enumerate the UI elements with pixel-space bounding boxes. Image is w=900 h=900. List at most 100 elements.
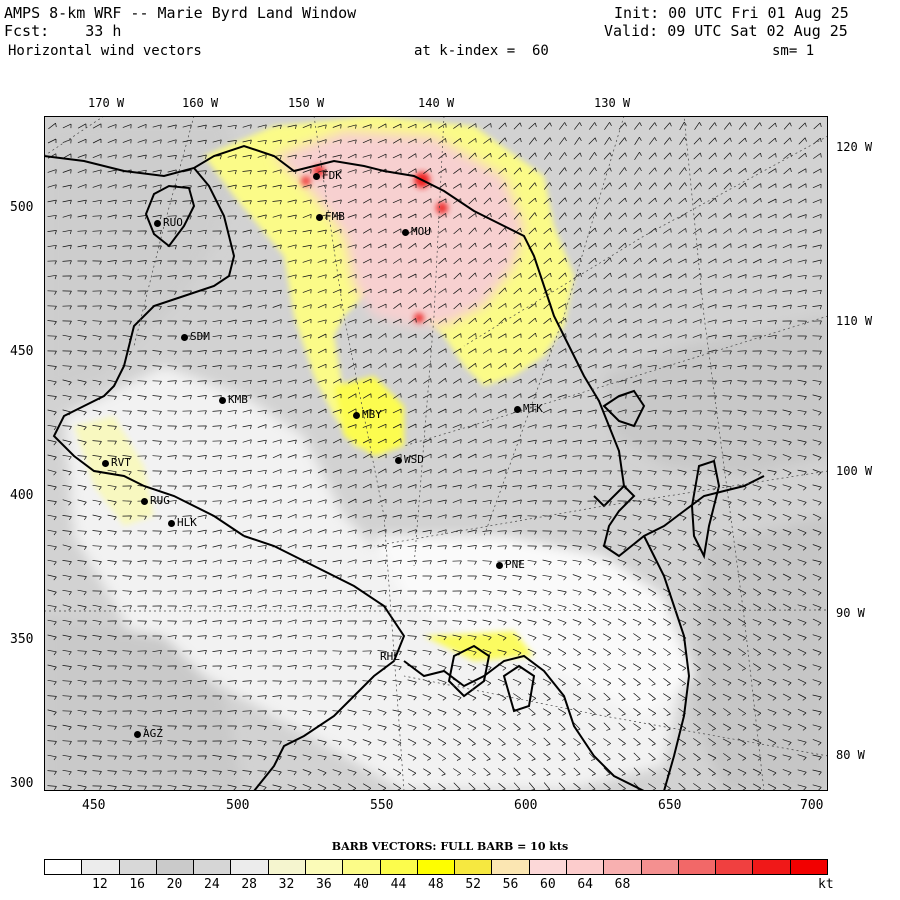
wind-barb [302,154,312,160]
wind-barb [377,303,387,309]
wind-barb [513,722,521,731]
wind-barb [167,410,177,415]
wind-barb [257,275,267,280]
wind-barb [468,272,477,280]
wind-barb [767,498,777,506]
wind-barb [513,273,522,279]
wind-barb [678,738,686,746]
wind-barb [752,228,762,234]
wind-barb [663,122,672,130]
wind-barb [182,560,192,565]
wind-barb [467,590,477,595]
wind-barb [752,499,762,506]
wind-barb [589,167,597,175]
wind-barb [107,740,117,745]
wind-barb [557,379,567,384]
wind-barb [692,319,702,324]
wind-barb [662,544,672,551]
wind-barb [287,513,297,519]
wind-barb [512,619,522,626]
wind-barb [107,710,117,715]
wind-barb [437,273,447,279]
wind-barb [768,137,777,145]
wind-barb [782,380,792,385]
wind-barb [467,378,477,384]
wind-barb [558,242,567,250]
wind-barb [47,274,57,280]
wind-barb [92,545,102,550]
wind-barb [197,485,207,490]
wind-barb [587,574,597,581]
graticule [373,470,828,547]
wind-barb [782,499,792,506]
wind-barb [452,604,462,611]
wind-barb [542,545,552,550]
wind-barb [62,634,72,641]
wind-barb [812,229,822,234]
wind-barb [678,243,687,249]
wind-barb [513,738,521,746]
wind-barb [422,708,432,716]
wind-barb [648,243,657,249]
wind-barb [362,469,372,474]
wind-barb [197,575,207,580]
wind-barb [392,574,402,580]
wind-barb [498,378,507,384]
wind-barb [92,695,102,700]
wind-barb [752,350,762,355]
wind-barb [483,302,492,310]
wind-barb [797,708,807,716]
wind-barb [513,242,522,250]
wind-barb [137,365,147,370]
wind-barb [797,304,807,310]
wind-barb [513,122,522,130]
wind-barb [737,335,747,340]
wind-barb [242,725,252,730]
wind-barb [362,438,372,444]
wind-barb [332,783,342,791]
wind-barb [812,305,822,310]
wind-barb [332,154,342,159]
wind-barb [212,380,222,385]
wind-barb [528,287,537,295]
wind-barb [167,290,177,295]
wind-barb [47,679,57,686]
wind-barb [498,317,507,325]
wind-barb [648,182,657,190]
wind-barb [543,227,552,235]
wind-barb [257,154,267,159]
wind-barb [707,273,717,279]
wind-barb [572,663,582,671]
wind-barb [47,365,57,370]
wind-barb [332,514,342,519]
wind-barb [332,438,342,444]
wind-barb [122,290,132,295]
wind-barb [362,559,372,564]
wind-barb [317,665,327,670]
wind-barb [603,767,611,776]
wind-barb [422,529,432,535]
wind-barb [543,288,552,294]
wind-barb [797,214,807,219]
wind-barb [227,664,237,670]
wind-barb [679,121,687,131]
wind-barb [92,379,102,386]
wind-barb [62,260,72,265]
wind-barb [257,754,267,761]
wind-barb [122,245,132,250]
wind-barb [242,454,252,459]
wind-barb [107,154,117,159]
wind-barb [633,737,641,746]
wind-barb [362,605,372,610]
wind-barb [513,693,521,701]
wind-barb [227,470,237,475]
wind-barb [347,273,357,279]
wind-barb [603,663,611,671]
wind-barb [618,648,626,656]
wind-barb [377,213,387,219]
wind-barb [407,514,417,519]
wind-barb [813,137,822,145]
wind-barb [392,484,402,489]
wind-barb [783,137,792,145]
wind-barb [572,603,582,611]
